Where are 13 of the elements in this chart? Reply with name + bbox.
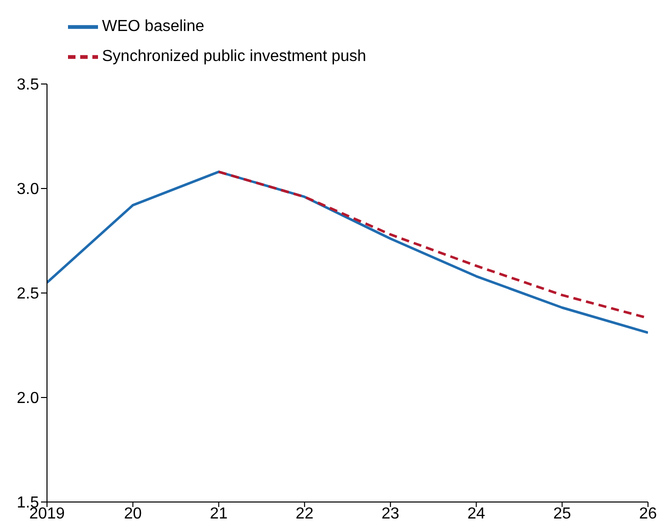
legend-label: Synchronized public investment push (102, 48, 366, 66)
x-tick-label: 21 (210, 505, 228, 522)
y-tick-label: 2.5 (16, 286, 40, 303)
x-tick-label: 23 (382, 505, 400, 522)
y-tick-label: 2.0 (16, 390, 40, 408)
x-tick-label: 26 (639, 505, 657, 522)
x-tick-label: 20 (124, 505, 142, 522)
legend-label: WEO baseline (102, 18, 204, 36)
x-tick-label: 22 (296, 505, 314, 522)
x-tick-label: 25 (553, 505, 572, 522)
x-tick-label: 24 (467, 505, 486, 522)
y-tick-label: 3.0 (16, 181, 40, 198)
y-tick-label: 3.5 (16, 76, 40, 94)
